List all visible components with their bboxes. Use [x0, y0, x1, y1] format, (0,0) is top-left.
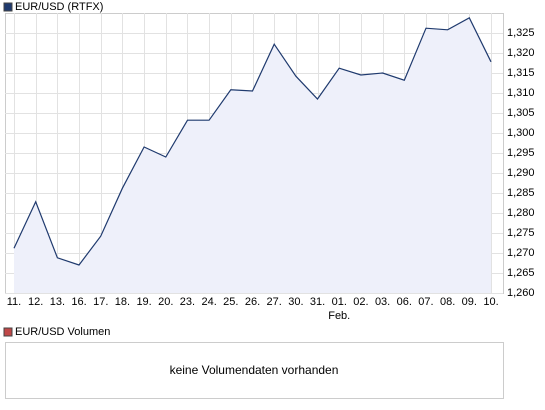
y-tick-label: 1,325 — [507, 27, 535, 39]
legend-label: EUR/USD Volumen — [15, 326, 110, 338]
y-tick-label: 1,290 — [507, 167, 535, 179]
x-tick-label: 06. — [397, 296, 412, 308]
x-tick-label: 18. — [115, 296, 130, 308]
x-tick-label: 08. — [440, 296, 455, 308]
x-tick-label: 25. — [223, 296, 238, 308]
y-tick-label: 1,275 — [507, 227, 535, 239]
x-tick-label: 07. — [418, 296, 433, 308]
x-tick-label: 31. — [310, 296, 325, 308]
y-tick-label: 1,270 — [507, 247, 535, 259]
x-tick-label: 26. — [245, 296, 260, 308]
x-tick-label: 02. — [353, 296, 368, 308]
legend-swatch — [3, 2, 13, 12]
x-tick-label: 12. — [28, 296, 43, 308]
x-tick-label: 23. — [180, 296, 195, 308]
y-tick-label: 1,295 — [507, 147, 535, 159]
x-tick-label: 11. — [7, 296, 21, 308]
y-tick-label: 1,260 — [507, 287, 535, 299]
x-tick-label: 19. — [136, 296, 151, 308]
x-tick-label: 30. — [288, 296, 303, 308]
y-tick-label: 1,300 — [507, 127, 535, 139]
x-tick-label: 20. — [158, 296, 173, 308]
area — [14, 17, 491, 294]
y-tick-label: 1,305 — [507, 107, 535, 119]
volume-frame — [5, 342, 504, 399]
y-tick-label: 1,315 — [507, 67, 535, 79]
x-tick-label: 10. — [483, 296, 498, 308]
x-tick-label: 01. — [332, 296, 347, 308]
y-tick-label: 1,310 — [507, 87, 535, 99]
x-tick-label: 09. — [462, 296, 477, 308]
x-tick-label: 03. — [375, 296, 390, 308]
volume-message: keine Volumendaten vorhanden — [170, 363, 339, 377]
line — [13, 16, 492, 266]
legend-swatch — [3, 327, 13, 337]
legend-label: EUR/USD (RTFX) — [15, 1, 103, 13]
x-tick-label: 16. — [71, 296, 86, 308]
x-tick-label: 24. — [201, 296, 216, 308]
y-tick-label: 1,280 — [507, 207, 535, 219]
y-tick-label: 1,320 — [507, 47, 535, 59]
x-tick-label: 17. — [93, 296, 108, 308]
x-tick-label: 27. — [267, 296, 282, 308]
x-tick-label: 13. — [50, 296, 65, 308]
y-tick-label: 1,285 — [507, 187, 535, 199]
y-tick-label: 1,265 — [507, 267, 535, 279]
x-annotation: Feb. — [328, 310, 350, 322]
